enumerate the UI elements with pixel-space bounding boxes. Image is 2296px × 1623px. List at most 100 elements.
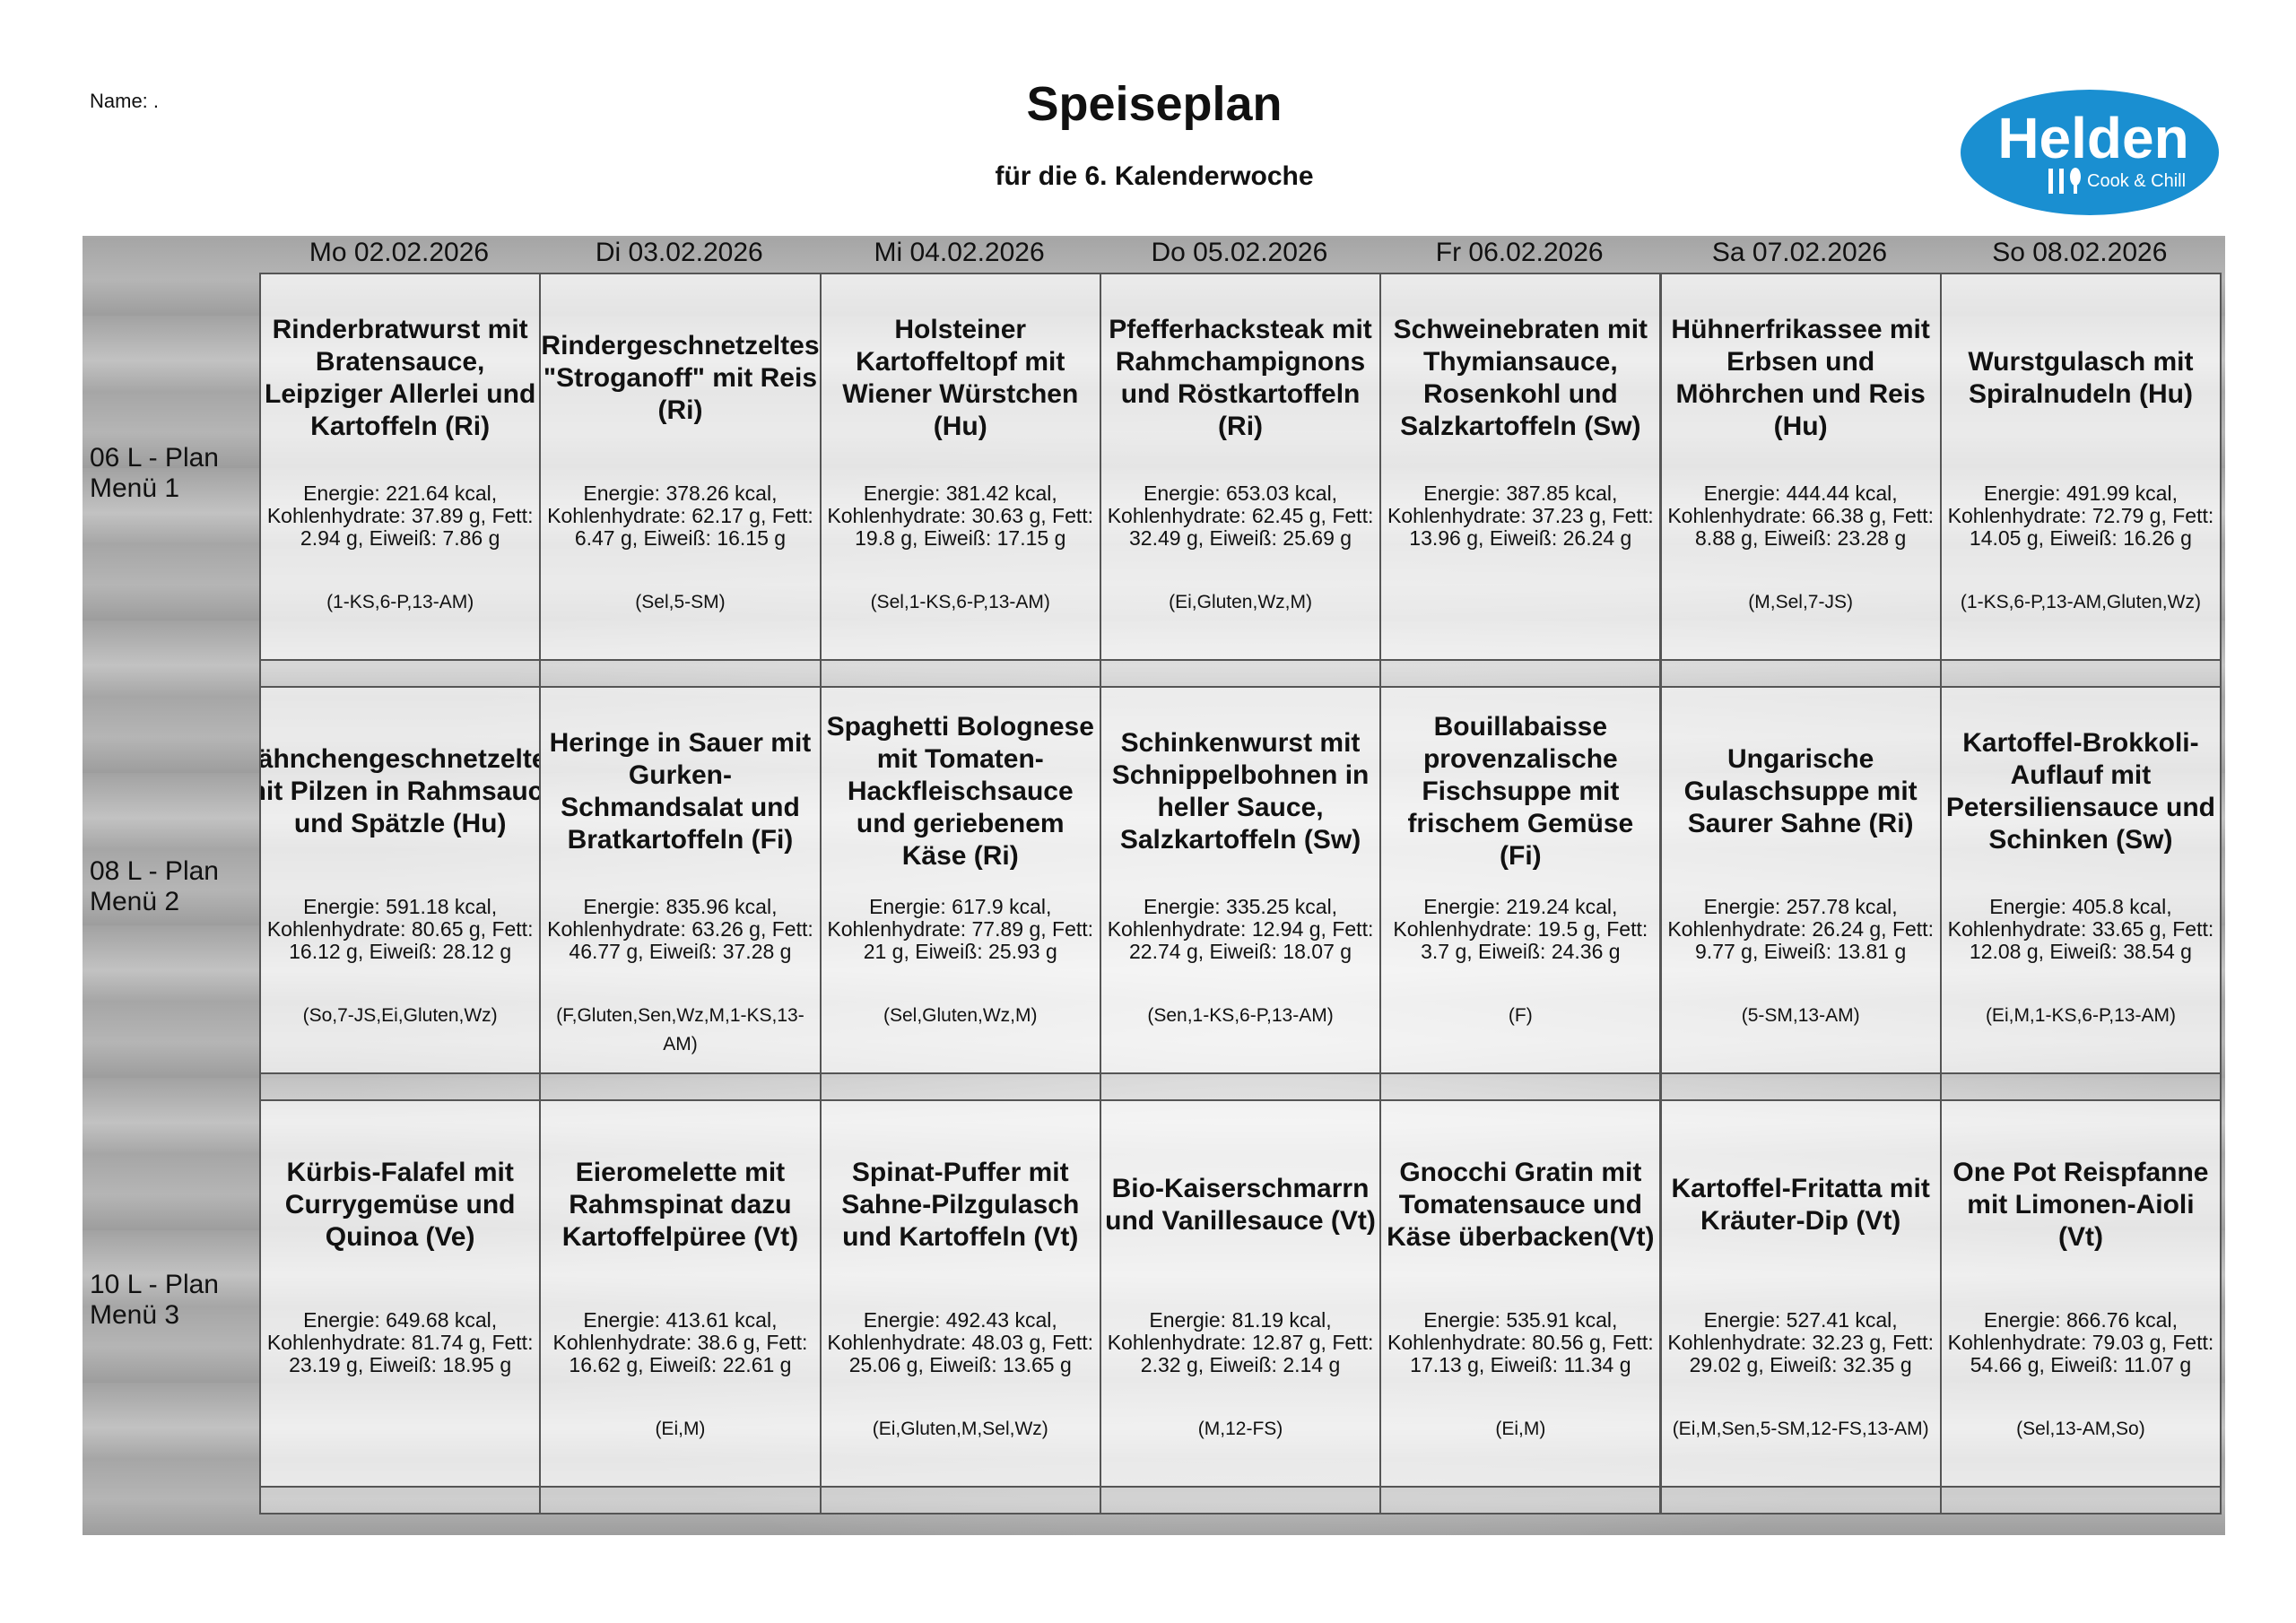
dish-name: One Pot Reispfanne mit Limonen-Aioli (Vt…	[1952, 1158, 2209, 1252]
dish-name: Kürbis-Falafel mit Currygemüse und Quino…	[284, 1158, 516, 1252]
dish-name: Holsteiner Kartoffeltopf mit Wiener Würs…	[842, 315, 1079, 441]
dish-name: Hühnerfrikassee mit Erbsen und Möhrchen …	[1671, 315, 1930, 441]
nutrition-info: Energie: 535.91 kcal, Kohlenhydrate: 80.…	[1387, 1308, 1654, 1376]
menu-cell: Kartoffel-Fritatta mit Kräuter-Dip (Vt) E…	[1659, 1099, 1942, 1488]
dish-name: Schweinebraten mit Thymiansauce, Rosenko…	[1393, 315, 1648, 441]
row-spacer	[1939, 1074, 2222, 1101]
allergens: (F,Gluten,Sen,Wz,M,1-KS,13-AM)	[556, 1005, 804, 1055]
dish-name: Wurstgulasch mit Spiralnudeln (Hu)	[1968, 347, 2194, 409]
nutrition-info: Energie: 378.26 kcal, Kohlenhydrate: 62.…	[547, 482, 813, 550]
nutrition-info: Energie: 491.99 kcal, Kohlenhydrate: 72.…	[1947, 482, 2214, 550]
day-header: Mi 04.02.2026	[874, 238, 1045, 267]
menu-cell: Bio-Kaiserschmarrn und Vanillesauce (Vt)…	[1099, 1099, 1382, 1488]
row-label: 10 L - Plan Menü 3	[90, 1270, 219, 1331]
day-header: Do 05.02.2026	[1151, 238, 1328, 267]
menu-cell: Pfefferhacksteak mit Rahmchampignons und…	[1099, 273, 1382, 661]
menu-cell: Spinat-Puffer mit Sahne-Pilzgulasch und …	[819, 1099, 1101, 1488]
row-spacer	[259, 1488, 542, 1515]
allergens: (Sel,13-AM,So)	[2016, 1419, 2145, 1439]
row-label: 08 L - Plan Menü 2	[90, 856, 219, 917]
allergens: (Sel,Gluten,Wz,M)	[883, 1005, 1038, 1026]
nutrition-info: Energie: 492.43 kcal, Kohlenhydrate: 48.…	[827, 1308, 1094, 1376]
menu-cell: Holsteiner Kartoffeltopf mit Wiener Würs…	[819, 273, 1101, 661]
logo-cutlery	[2048, 168, 2081, 194]
row-spacer	[539, 661, 822, 688]
allergens: (M,12-FS)	[1197, 1419, 1283, 1439]
row-spacer	[539, 1074, 822, 1101]
row-spacer	[819, 661, 1101, 688]
allergens: (Sel,1-KS,6-P,13-AM)	[870, 592, 1050, 612]
dish-name: Heringe in Sauer mit Gurken-Schmandsalat…	[549, 728, 812, 855]
menu-cell: Kartoffel-Brokkoli-Auflauf mit Petersili…	[1939, 686, 2222, 1074]
dish-name: Eieromelette mit Rahmspinat dazu Kartoff…	[561, 1158, 799, 1252]
row-spacer	[1379, 1488, 1662, 1515]
row-label-line: Menü 3	[90, 1300, 180, 1330]
menu-cell: Schinkenwurst mit Schnippelbohnen in hel…	[1099, 686, 1382, 1074]
dish-name: Ungarische Gulaschsuppe mit Saurer Sahne…	[1683, 744, 1918, 838]
row-spacer	[1099, 661, 1382, 688]
row-spacer	[1379, 1074, 1662, 1101]
day-header: Di 03.02.2026	[595, 238, 763, 267]
page-title: Speiseplan	[1026, 77, 1283, 131]
menu-cell: Ungarische Gulaschsuppe mit Saurer Sahne…	[1659, 686, 1942, 1074]
allergens: (1-KS,6-P,13-AM)	[326, 592, 474, 612]
dish-name: Spaghetti Bolognese mit Tomaten-Hackflei…	[826, 712, 1094, 871]
row-spacer	[819, 1488, 1101, 1515]
menu-cell: One Pot Reispfanne mit Limonen-Aioli (Vt…	[1939, 1099, 2222, 1488]
logo-tagline: Cook & Chill	[2087, 171, 2186, 191]
row-spacer	[1939, 1488, 2222, 1515]
nutrition-info: Energie: 653.03 kcal, Kohlenhydrate: 62.…	[1107, 482, 1374, 550]
allergens: (Sen,1-KS,6-P,13-AM)	[1147, 1005, 1334, 1026]
name-field: Name: .	[90, 90, 160, 112]
allergens: (5-SM,13-AM)	[1741, 1005, 1860, 1026]
nutrition-info: Energie: 81.19 kcal, Kohlenhydrate: 12.8…	[1107, 1308, 1374, 1376]
allergens: (Sel,5-SM)	[635, 592, 726, 612]
nutrition-info: Energie: 835.96 kcal, Kohlenhydrate: 63.…	[547, 895, 813, 963]
logo: Helden Cook & Chill	[1961, 90, 2219, 215]
page-subtitle: für die 6. Kalenderwoche	[995, 161, 1314, 191]
menu-cell: Schweinebraten mit Thymiansauce, Rosenko…	[1379, 273, 1662, 661]
allergens: (M,Sel,7-JS)	[1748, 592, 1853, 612]
nutrition-info: Energie: 527.41 kcal, Kohlenhydrate: 32.…	[1667, 1308, 1934, 1376]
row-spacer	[259, 661, 542, 688]
row-label-line: Menü 1	[90, 473, 180, 503]
row-spacer	[1379, 661, 1662, 688]
nutrition-info: Energie: 335.25 kcal, Kohlenhydrate: 12.…	[1107, 895, 1374, 963]
menu-cell: Rindergeschnetzeltes "Stroganoff" mit Re…	[539, 273, 822, 661]
menu-cell: Kürbis-Falafel mit Currygemüse und Quino…	[259, 1099, 542, 1488]
day-header: So 08.02.2026	[1992, 238, 2168, 267]
nutrition-info: Energie: 617.9 kcal, Kohlenhydrate: 77.8…	[827, 895, 1094, 963]
row-label-line: 06 L - Plan	[90, 443, 219, 473]
nutrition-info: Energie: 866.76 kcal, Kohlenhydrate: 79.…	[1947, 1308, 2214, 1376]
nutrition-info: Energie: 413.61 kcal, Kohlenhydrate: 38.…	[552, 1308, 808, 1376]
dish-name: Schinkenwurst mit Schnippelbohnen in hel…	[1111, 728, 1370, 855]
row-label-line: 08 L - Plan	[90, 856, 219, 886]
menu-cell: Gnocchi Gratin mit Tomatensauce und Käse…	[1379, 1099, 1662, 1488]
nutrition-info: Energie: 257.78 kcal, Kohlenhydrate: 26.…	[1667, 895, 1934, 963]
menu-cell: Rinderbratwurst mit Bratensauce, Leipzig…	[259, 273, 542, 661]
nutrition-info: Energie: 381.42 kcal, Kohlenhydrate: 30.…	[827, 482, 1094, 550]
logo-badge	[1961, 90, 2219, 215]
row-spacer	[1659, 1074, 1942, 1101]
nutrition-info: Energie: 387.85 kcal, Kohlenhydrate: 37.…	[1387, 482, 1654, 550]
dish-name: Bio-Kaiserschmarrn und Vanillesauce (Vt)	[1105, 1174, 1376, 1236]
row-label-line: 10 L - Plan	[90, 1270, 219, 1299]
row-label-line: Menü 2	[90, 887, 180, 916]
row-spacer	[1099, 1074, 1382, 1101]
menu-cell: Wurstgulasch mit Spiralnudeln (Hu) Energi…	[1939, 273, 2222, 661]
dish-name: Rinderbratwurst mit Bratensauce, Leipzig…	[265, 315, 536, 441]
row-spacer	[259, 1074, 542, 1101]
row-spacer	[819, 1074, 1101, 1101]
row-spacer	[539, 1488, 822, 1515]
allergens: (Ei,M,1-KS,6-P,13-AM)	[1985, 1005, 2176, 1026]
row-spacer	[1659, 1488, 1942, 1515]
nutrition-info: Energie: 444.44 kcal, Kohlenhydrate: 66.…	[1667, 482, 1934, 550]
nutrition-info: Energie: 219.24 kcal, Kohlenhydrate: 19.…	[1393, 895, 1648, 963]
nutrition-info: Energie: 649.68 kcal, Kohlenhydrate: 81.…	[266, 1308, 534, 1376]
allergens: (1-KS,6-P,13-AM,Gluten,Wz)	[1960, 592, 2201, 612]
allergens: (So,7-JS,Ei,Gluten,Wz)	[302, 1005, 498, 1026]
dish-name: Kartoffel-Fritatta mit Kräuter-Dip (Vt)	[1671, 1174, 1930, 1236]
allergens: (Ei,Gluten,Wz,M)	[1169, 592, 1312, 612]
allergens: (F)	[1508, 1005, 1533, 1026]
